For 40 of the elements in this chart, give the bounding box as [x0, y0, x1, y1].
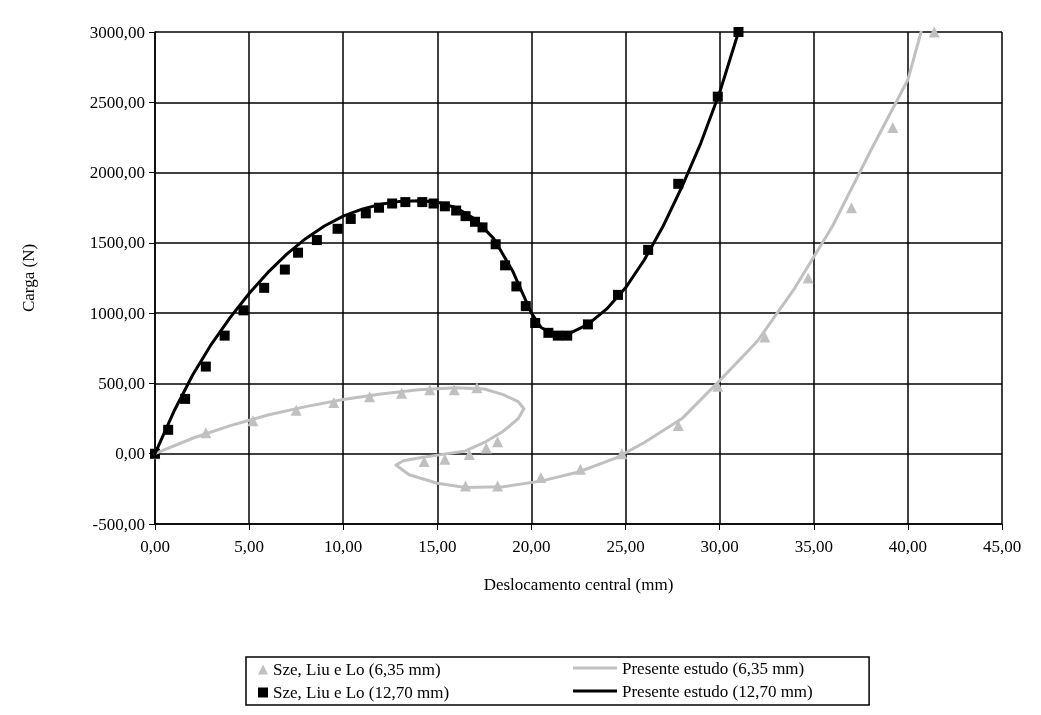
x-tick-label: 10,00 [324, 537, 363, 556]
legend-label: Sze, Liu e Lo (6,35 mm) [273, 660, 441, 679]
point [311, 235, 322, 246]
point [238, 305, 249, 316]
point [293, 247, 304, 258]
x-tick-label: 35,00 [794, 537, 833, 556]
point [802, 272, 814, 284]
legend-label: Sze, Liu e Lo (12,70 mm) [273, 683, 450, 702]
point [928, 26, 940, 38]
x-tick-label: 30,00 [700, 537, 739, 556]
y-axis-title: Carga (N) [19, 243, 38, 313]
point [845, 202, 857, 214]
y-tick-label: 2500,00 [89, 92, 145, 112]
x-tick-label: 45,00 [982, 537, 1022, 556]
x-tick-label: 15,00 [418, 537, 457, 556]
y-tick-label: 1500,00 [89, 233, 145, 253]
y-tick-label: 500,00 [98, 373, 145, 393]
x-tick-label: 5,00 [234, 537, 264, 556]
legend-label: Presente estudo (6,35 mm) [622, 658, 805, 678]
x-tick-label: 20,00 [512, 537, 551, 556]
y-tick-label: 1000,00 [89, 303, 145, 323]
x-axis-title: Deslocamento central (mm) [483, 575, 674, 594]
point [279, 264, 290, 275]
point [259, 282, 270, 293]
y-tick-label: 2000,00 [89, 163, 145, 183]
point [345, 213, 356, 224]
point [332, 223, 343, 234]
point [887, 122, 899, 134]
x-tick-label: 40,00 [888, 537, 928, 556]
point [200, 361, 211, 372]
x-tick-label: 25,00 [606, 537, 645, 556]
point [492, 436, 504, 448]
y-tick-label: -500,00 [92, 514, 145, 534]
x-tick-label: 0,00 [140, 537, 170, 556]
point [759, 331, 771, 343]
legend-label: Presente estudo (12,70 mm) [622, 681, 813, 701]
point [480, 442, 492, 454]
point [219, 330, 230, 341]
y-tick-label: 0,00 [115, 444, 145, 464]
y-tick-label: 3000,00 [89, 22, 145, 42]
